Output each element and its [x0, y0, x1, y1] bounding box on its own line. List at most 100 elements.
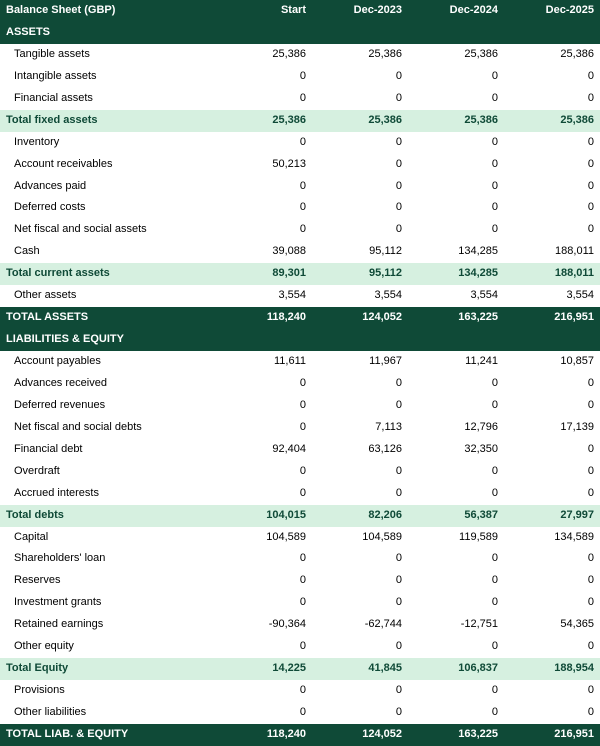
cell-value: 0 — [216, 461, 312, 483]
table-row: Deferred costs0000 — [0, 197, 600, 219]
cell-value: 0 — [216, 548, 312, 570]
table-row: Deferred revenues0000 — [0, 395, 600, 417]
cell-value: 0 — [312, 592, 408, 614]
cell-value: 0 — [312, 132, 408, 154]
cell-value: 0 — [408, 483, 504, 505]
cell-value: 41,845 — [312, 658, 408, 680]
row-label: Deferred revenues — [0, 395, 216, 417]
row-label: Tangible assets — [0, 44, 216, 66]
cell-value: 25,386 — [312, 110, 408, 132]
row-label: Shareholders' loan — [0, 548, 216, 570]
row-label: Reserves — [0, 570, 216, 592]
row-label: Cash — [0, 241, 216, 263]
row-label: Accrued interests — [0, 483, 216, 505]
cell-value: 0 — [408, 570, 504, 592]
cell-value: 25,386 — [408, 110, 504, 132]
table-row: Reserves0000 — [0, 570, 600, 592]
row-label: Other equity — [0, 636, 216, 658]
cell-value: 163,225 — [408, 307, 504, 329]
cell-value: 188,011 — [504, 241, 600, 263]
cell-value: 104,589 — [216, 527, 312, 549]
row-label: Net fiscal and social assets — [0, 219, 216, 241]
cell-value: 104,015 — [216, 505, 312, 527]
cell-value: 118,240 — [216, 307, 312, 329]
cell-value: 82,206 — [312, 505, 408, 527]
cell-value: 104,589 — [312, 527, 408, 549]
cell-value — [408, 22, 504, 44]
cell-value: 0 — [408, 548, 504, 570]
cell-value: 106,837 — [408, 658, 504, 680]
cell-value: 0 — [312, 88, 408, 110]
table-row: Total current assets89,30195,112134,2851… — [0, 263, 600, 285]
cell-value: 0 — [312, 395, 408, 417]
table-row: Investment grants0000 — [0, 592, 600, 614]
row-label: Advances paid — [0, 176, 216, 198]
cell-value: 0 — [504, 439, 600, 461]
balance-sheet-table: Balance Sheet (GBP)StartDec-2023Dec-2024… — [0, 0, 600, 746]
cell-value: 0 — [312, 154, 408, 176]
table-row: Financial debt92,40463,12632,3500 — [0, 439, 600, 461]
cell-value: 0 — [408, 219, 504, 241]
cell-value: 0 — [408, 636, 504, 658]
cell-value: 54,365 — [504, 614, 600, 636]
row-label: Total Equity — [0, 658, 216, 680]
cell-value: 0 — [312, 702, 408, 724]
table-row: Total debts104,01582,20656,38727,997 — [0, 505, 600, 527]
cell-value: 0 — [312, 176, 408, 198]
row-label: Advances received — [0, 373, 216, 395]
cell-value: -62,744 — [312, 614, 408, 636]
cell-value: 3,554 — [216, 285, 312, 307]
cell-value: 0 — [312, 461, 408, 483]
cell-value: 0 — [504, 592, 600, 614]
cell-value: 0 — [216, 483, 312, 505]
row-label: Financial assets — [0, 88, 216, 110]
table-row: Provisions0000 — [0, 680, 600, 702]
cell-value: 0 — [408, 132, 504, 154]
table-row: Accrued interests0000 — [0, 483, 600, 505]
cell-value: 119,589 — [408, 527, 504, 549]
row-label: Deferred costs — [0, 197, 216, 219]
cell-value: 0 — [504, 395, 600, 417]
row-label: Net fiscal and social debts — [0, 417, 216, 439]
cell-value: 134,589 — [504, 527, 600, 549]
cell-value: 25,386 — [504, 110, 600, 132]
cell-value: 25,386 — [216, 44, 312, 66]
cell-value: 0 — [504, 636, 600, 658]
cell-value: 14,225 — [216, 658, 312, 680]
cell-value: 0 — [216, 132, 312, 154]
cell-value: 0 — [408, 395, 504, 417]
cell-value: 0 — [312, 373, 408, 395]
cell-value: 3,554 — [312, 285, 408, 307]
cell-value: 25,386 — [216, 110, 312, 132]
cell-value: 0 — [504, 132, 600, 154]
cell-value: 0 — [408, 592, 504, 614]
row-label: TOTAL ASSETS — [0, 307, 216, 329]
cell-value: 0 — [408, 702, 504, 724]
cell-value: 0 — [312, 548, 408, 570]
cell-value: 124,052 — [312, 307, 408, 329]
cell-value — [216, 22, 312, 44]
cell-value: 0 — [312, 570, 408, 592]
cell-value: 0 — [216, 636, 312, 658]
cell-value: 17,139 — [504, 417, 600, 439]
cell-value: 63,126 — [312, 439, 408, 461]
column-header: Dec-2023 — [312, 0, 408, 22]
table-row: Tangible assets25,38625,38625,38625,386 — [0, 44, 600, 66]
row-label: Account payables — [0, 351, 216, 373]
cell-value: 0 — [312, 219, 408, 241]
cell-value: 0 — [504, 548, 600, 570]
cell-value: 0 — [504, 176, 600, 198]
cell-value: 0 — [216, 417, 312, 439]
cell-value: 188,011 — [504, 263, 600, 285]
cell-value: 0 — [216, 88, 312, 110]
cell-value: 216,951 — [504, 724, 600, 746]
table-row: Overdraft0000 — [0, 461, 600, 483]
cell-value: 27,997 — [504, 505, 600, 527]
cell-value: 0 — [408, 66, 504, 88]
table-row: Total fixed assets25,38625,38625,38625,3… — [0, 110, 600, 132]
cell-value: -90,364 — [216, 614, 312, 636]
cell-value: 134,285 — [408, 241, 504, 263]
row-label: Account receivables — [0, 154, 216, 176]
row-label: Financial debt — [0, 439, 216, 461]
cell-value: 56,387 — [408, 505, 504, 527]
